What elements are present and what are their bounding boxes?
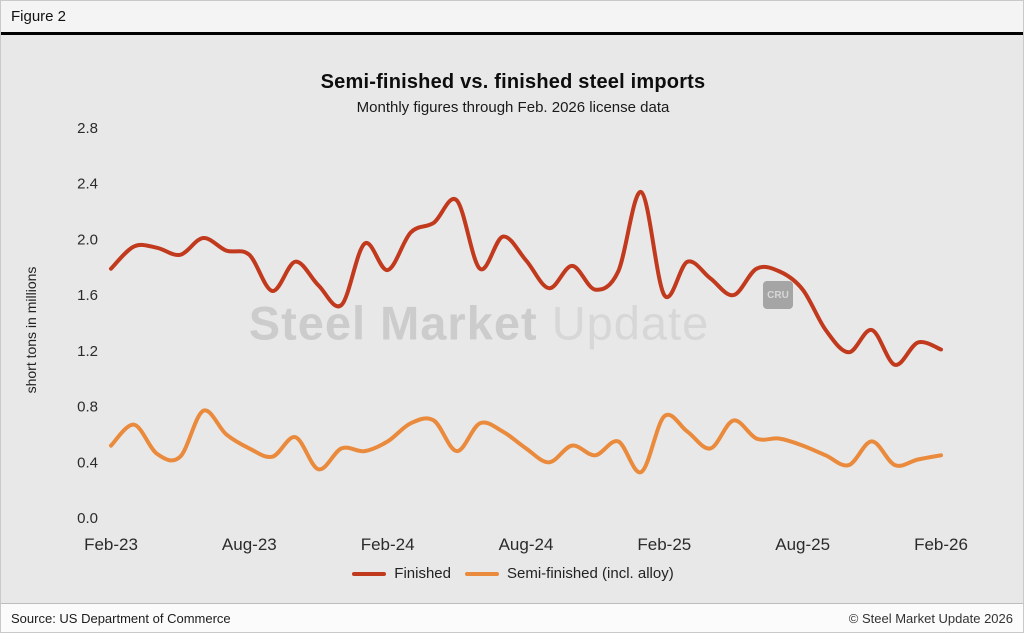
y-tick-label: 1.2	[77, 343, 98, 360]
legend-label-finished: Finished	[394, 565, 451, 582]
y-tick-label: 0.4	[77, 454, 98, 471]
figure-label: Figure 2	[11, 8, 67, 25]
y-tick-label: 1.6	[77, 287, 98, 304]
chart-legend: Finished Semi-finished (incl. alloy)	[1, 565, 1023, 582]
chart-area: Semi-finished vs. finished steel imports…	[1, 35, 1023, 603]
x-tick-label: Feb-24	[361, 535, 415, 554]
line-chart-plot: 0.0 0.4 0.8 1.2 1.6 2.0 2.4 2.8 Feb-23 Aug-23 Feb-…	[77, 120, 968, 554]
source-text: Source: US Department of Commerce	[11, 611, 231, 626]
x-tick-label: Feb-26	[914, 535, 968, 554]
x-tick-label: Aug-24	[499, 535, 554, 554]
figure-header: Figure 2	[1, 1, 1023, 35]
copyright-text: © Steel Market Update 2026	[848, 611, 1013, 626]
y-tick-label: 2.0	[77, 231, 98, 248]
x-tick-label: Aug-25	[775, 535, 830, 554]
chart-subtitle: Monthly figures through Feb. 2026 licens…	[356, 99, 670, 116]
y-tick-label: 0.8	[77, 399, 98, 416]
figure-footer: Source: US Department of Commerce © Stee…	[1, 603, 1023, 632]
x-tick-label: Feb-25	[637, 535, 691, 554]
chart-title: Semi-finished vs. finished steel imports	[320, 71, 706, 93]
y-tick-label: 2.4	[77, 176, 98, 193]
legend-item-finished: Finished	[352, 565, 451, 582]
y-tick-label: 2.8	[77, 120, 98, 137]
x-tick-label: Aug-23	[222, 535, 277, 554]
legend-item-semi-finished: Semi-finished (incl. alloy)	[464, 565, 674, 582]
y-tick-label: 0.0	[77, 510, 98, 527]
finished-line-swatch	[352, 571, 387, 576]
series-line-semi-finished	[109, 408, 943, 475]
legend-label-semi-finished: Semi-finished (incl. alloy)	[506, 565, 674, 582]
x-tick-label: Feb-23	[84, 535, 138, 554]
series-line-finished	[109, 190, 943, 367]
semi-finished-line-swatch	[464, 571, 499, 576]
